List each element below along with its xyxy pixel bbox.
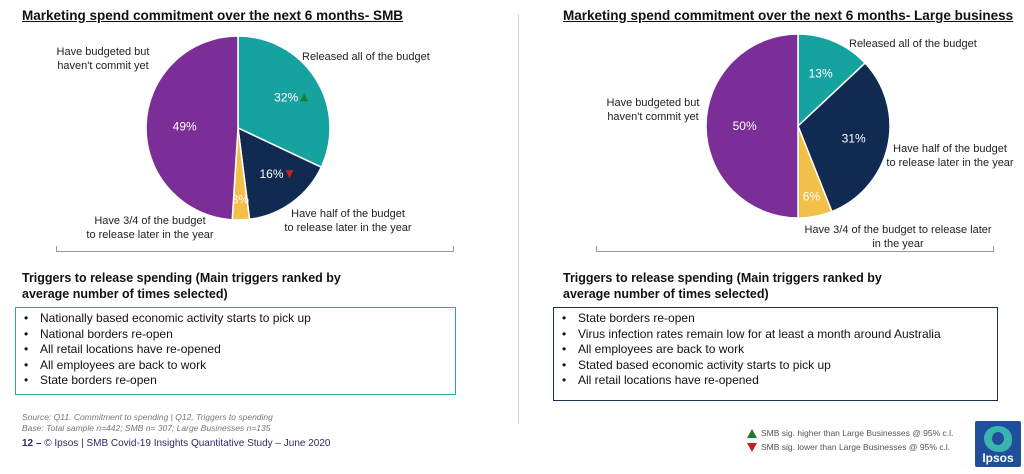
- triangle-up-icon: [747, 428, 757, 438]
- footer-page-number: 12 –: [22, 438, 42, 449]
- ipsos-logo: Ipsos: [975, 421, 1021, 467]
- smb-pie-data-label-2: 3%: [232, 193, 250, 207]
- sig-legend-higher-text: SMB sig. higher than Large Businesses @ …: [761, 428, 954, 438]
- large-triggers-box: State borders re-open Virus infection ra…: [553, 307, 998, 401]
- large-triggers-title: Triggers to release spending (Main trigg…: [563, 270, 882, 302]
- large-label-threeq-l1: Have 3/4 of the budget to release later: [804, 224, 992, 236]
- list-item: National borders re-open: [24, 327, 447, 343]
- list-item: State borders re-open: [562, 311, 989, 327]
- smb-pie-slice-3: [145, 35, 239, 221]
- large-pie-data-label-1: 31%: [842, 131, 866, 145]
- list-item: All retail locations have re-opened: [24, 342, 447, 358]
- ipsos-logo-text: Ipsos: [982, 451, 1014, 465]
- ipsos-logo-mark-inner: [992, 432, 1004, 445]
- smb-label-threeq-l2: to release later in the year: [86, 229, 214, 241]
- smb-pie-data-label-0: 32%: [274, 90, 298, 104]
- smb-sig-up-icon-0: [300, 93, 309, 102]
- smb-triggers-list: Nationally based economic activity start…: [24, 311, 447, 389]
- smb-label-budgeted-l1: Have budgeted but: [56, 46, 150, 58]
- large-label-budgeted-l1: Have budgeted but: [606, 97, 700, 109]
- large-label-half-l1: Have half of the budget: [893, 143, 1007, 155]
- smb-label-budgeted-l2: haven't commit yet: [57, 60, 149, 72]
- smb-label-half: Have half of the budget to release later…: [282, 207, 414, 235]
- smb-chart-title: Marketing spend commitment over the next…: [22, 8, 404, 23]
- large-label-half: Have half of the budget to release later…: [884, 142, 1016, 170]
- large-pie-slice-0: [797, 33, 867, 128]
- footer: 12 – © Ipsos | SMB Covid-19 Insights Qua…: [22, 438, 330, 449]
- large-pie-slice-3: [705, 33, 799, 219]
- large-label-threeq: Have 3/4 of the budget to release later …: [800, 223, 996, 251]
- source-note: Source: Q11. Commitment to spending | Q1…: [22, 412, 273, 434]
- list-item: Nationally based economic activity start…: [24, 311, 447, 327]
- smb-triggers-title-l2: average number of times selected): [22, 287, 228, 301]
- triangle-down-icon: [747, 442, 757, 452]
- source-line-2: Base: Total sample n=442; SMB n= 307; La…: [22, 423, 271, 433]
- large-label-half-l2: to release later in the year: [886, 157, 1014, 169]
- smb-pie-slice-0: [237, 35, 331, 169]
- footer-text: © Ipsos | SMB Covid-19 Insights Quantita…: [44, 438, 331, 449]
- smb-pie-chart: 32% 16% 3% 49%: [145, 35, 331, 221]
- large-label-released: Released all of the budget: [849, 38, 977, 50]
- smb-bracket: [56, 246, 454, 252]
- list-item: State borders re-open: [24, 373, 447, 389]
- list-item: All employees are back to work: [562, 342, 989, 358]
- list-item: All employees are back to work: [24, 358, 447, 374]
- sig-legend-lower-text: SMB sig. lower than Large Businesses @ 9…: [761, 442, 951, 452]
- sig-legend-higher: SMB sig. higher than Large Businesses @ …: [747, 428, 953, 438]
- large-pie-data-label-3: 50%: [733, 119, 757, 133]
- large-triggers-list: State borders re-open Virus infection ra…: [562, 311, 989, 389]
- large-label-threeq-l2: in the year: [872, 238, 924, 250]
- large-chart-title: Marketing spend commitment over the next…: [563, 8, 1014, 23]
- smb-label-half-l2: to release later in the year: [284, 222, 412, 234]
- large-label-budgeted: Have budgeted but haven't commit yet: [596, 96, 710, 124]
- column-divider: [518, 14, 519, 424]
- list-item: Virus infection rates remain low for at …: [562, 327, 989, 343]
- smb-label-threeq: Have 3/4 of the budget to release later …: [84, 214, 216, 242]
- large-pie-slice-1: [797, 61, 891, 213]
- smb-pie-slice-1: [237, 126, 323, 221]
- large-triggers-title-l2: average number of times selected): [563, 287, 769, 301]
- large-triggers-title-l1: Triggers to release spending (Main trigg…: [563, 271, 882, 285]
- smb-pie-data-label-1: 16%: [260, 167, 284, 181]
- large-bracket: [596, 246, 994, 252]
- large-label-budgeted-l2: haven't commit yet: [607, 111, 699, 123]
- large-pie-data-label-0: 13%: [809, 67, 833, 81]
- list-item: Stated based economic activity starts to…: [562, 358, 989, 374]
- large-pie-data-label-2: 6%: [803, 189, 821, 203]
- smb-triggers-title-l1: Triggers to release spending (Main trigg…: [22, 271, 341, 285]
- smb-label-half-l1: Have half of the budget: [291, 208, 405, 220]
- smb-sig-down-icon-1: [285, 170, 294, 179]
- smb-triggers-box: Nationally based economic activity start…: [15, 307, 456, 395]
- sig-legend: SMB sig. higher than Large Businesses @ …: [747, 428, 953, 452]
- large-pie-chart: 13% 31% 6% 50%: [705, 33, 891, 219]
- smb-label-released: Released all of the budget: [302, 51, 430, 63]
- smb-pie-data-label-3: 49%: [173, 119, 197, 133]
- source-line-1: Source: Q11. Commitment to spending | Q1…: [22, 412, 273, 422]
- list-item: All retail locations have re-opened: [562, 373, 989, 389]
- smb-triggers-title: Triggers to release spending (Main trigg…: [22, 270, 341, 302]
- smb-label-budgeted: Have budgeted but haven't commit yet: [48, 45, 158, 73]
- smb-label-threeq-l1: Have 3/4 of the budget: [94, 215, 206, 227]
- sig-legend-lower: SMB sig. lower than Large Businesses @ 9…: [747, 442, 953, 452]
